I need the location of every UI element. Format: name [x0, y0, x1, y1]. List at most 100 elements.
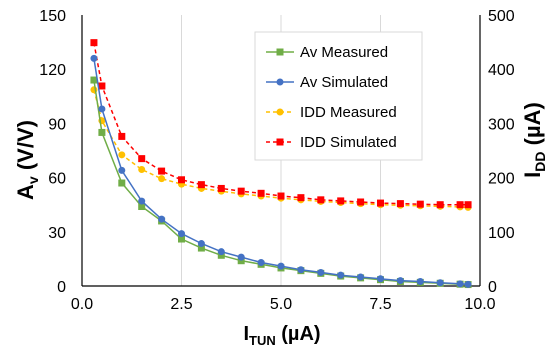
data-point-idd-simulated: [90, 39, 98, 47]
y-right-tick-label: 200: [488, 171, 515, 188]
y-right-tick-label: 300: [488, 116, 515, 133]
data-point-av-measured: [197, 244, 205, 252]
data-point-idd-simulated: [377, 199, 384, 207]
data-point-av-simulated: [277, 262, 285, 270]
data-point-av-measured: [90, 76, 98, 84]
y-right-tick-label: 500: [488, 8, 515, 25]
legend-item-idd-measured: IDD Measured: [266, 104, 397, 121]
x-tick-label: 5.0: [270, 296, 292, 313]
data-point-av-simulated: [297, 266, 305, 274]
data-point-idd-simulated: [138, 155, 146, 163]
data-point-idd-simulated: [456, 201, 464, 209]
y-left-tick-label: 30: [48, 225, 66, 242]
data-point-idd-simulated: [396, 200, 404, 208]
data-point-av-simulated: [377, 275, 384, 283]
data-point-av-simulated: [436, 279, 444, 287]
y-left-title-main: A: [13, 184, 38, 200]
x-tick-label: 10.0: [464, 296, 495, 313]
y-right-title-unit: (µA): [520, 102, 545, 151]
data-point-av-simulated: [456, 280, 464, 288]
x-tick-label: 7.5: [369, 296, 391, 313]
data-point-idd-simulated: [217, 184, 225, 192]
data-point-av-simulated: [396, 277, 404, 285]
x-title-main: I: [243, 323, 249, 345]
data-point-av-measured: [118, 179, 126, 187]
legend-item-idd-simulated: IDD Simulated: [266, 134, 397, 151]
y-left-tick-label: 0: [57, 279, 66, 296]
data-point-av-simulated: [257, 259, 265, 267]
legend-swatch-marker: [276, 138, 284, 146]
data-point-idd-measured: [138, 165, 146, 173]
legend-label: Av Simulated: [300, 74, 388, 91]
tick-labels: 0.0 2.5 5.0 7.5 10.0030609012015001002003004…: [39, 8, 515, 313]
data-point-av-measured: [237, 257, 245, 265]
data-point-av-simulated: [416, 277, 424, 285]
y-left-tick-label: 120: [39, 62, 66, 79]
legend-label: IDD Measured: [300, 104, 397, 121]
x-tick-label: 0.0: [71, 296, 93, 313]
data-point-av-simulated: [317, 268, 325, 276]
y-right-axis-title: IDD (µA): [520, 102, 548, 178]
legend-label: IDD Simulated: [300, 134, 397, 151]
y-left-axis-title: Av (V/V): [13, 120, 41, 200]
legend-item-av-simulated: Av Simulated: [266, 74, 388, 91]
data-point-av-simulated: [178, 230, 185, 238]
legend-items: Av Measured Av Simulated IDD Measured IDD S…: [266, 44, 397, 151]
data-point-idd-simulated: [436, 201, 444, 209]
data-point-idd-simulated: [337, 197, 345, 205]
y-left-tick-label: 150: [39, 8, 66, 25]
series-idd-simulated: [90, 39, 472, 209]
data-point-idd-simulated: [297, 194, 305, 202]
data-point-av-simulated: [118, 166, 126, 174]
data-point-av-simulated: [158, 215, 166, 223]
data-point-av-simulated: [98, 105, 106, 113]
x-title-unit: (µA): [276, 323, 321, 345]
legend-swatch-marker: [276, 48, 284, 56]
data-point-idd-simulated: [98, 82, 106, 90]
data-point-av-simulated: [217, 248, 225, 256]
data-point-idd-simulated: [118, 132, 126, 140]
data-point-idd-simulated: [317, 196, 325, 204]
data-point-idd-measured: [118, 151, 126, 159]
data-point-av-simulated: [138, 197, 146, 205]
y-left-tick-label: 90: [48, 116, 66, 133]
y-right-title-main: I: [520, 172, 545, 178]
legend-swatch-marker: [276, 108, 284, 116]
data-point-idd-simulated: [464, 201, 472, 209]
data-point-idd-simulated: [257, 189, 265, 197]
y-left-tick-label: 60: [48, 171, 66, 188]
series-av-simulated: [90, 54, 472, 288]
y-right-tick-label: 0: [488, 279, 497, 296]
x-tick-label: 2.5: [170, 296, 192, 313]
y-left-title-unit: (V/V): [13, 120, 38, 176]
data-point-av-simulated: [357, 273, 365, 281]
series-layer: [90, 39, 472, 289]
data-point-idd-simulated: [158, 167, 166, 175]
legend-swatch-marker: [276, 78, 284, 86]
data-point-idd-simulated: [357, 198, 365, 206]
legend: Av Measured Av Simulated IDD Measured IDD S…: [254, 31, 423, 161]
axes: [81, 15, 481, 287]
x-axis-title: ITUN (µA): [243, 323, 320, 348]
y-right-title-sub: DD: [532, 151, 548, 171]
y-left-title-sub: v: [25, 176, 41, 184]
data-point-av-measured: [138, 203, 146, 211]
data-point-av-simulated: [237, 253, 245, 261]
data-point-idd-measured: [158, 175, 166, 183]
y-right-tick-label: 400: [488, 62, 515, 79]
data-point-av-simulated: [197, 240, 205, 248]
data-point-av-simulated: [464, 280, 472, 288]
data-point-idd-simulated: [197, 181, 205, 189]
data-point-idd-simulated: [178, 176, 185, 184]
data-point-idd-simulated: [277, 192, 285, 200]
legend-item-av-measured: Av Measured: [266, 44, 388, 61]
data-point-idd-simulated: [416, 200, 424, 208]
x-title-sub: TUN: [249, 333, 276, 348]
data-point-av-measured: [98, 128, 106, 136]
data-point-av-simulated: [90, 54, 98, 62]
legend-label: Av Measured: [300, 44, 388, 61]
data-point-av-measured: [178, 235, 185, 243]
y-right-tick-label: 100: [488, 225, 515, 242]
